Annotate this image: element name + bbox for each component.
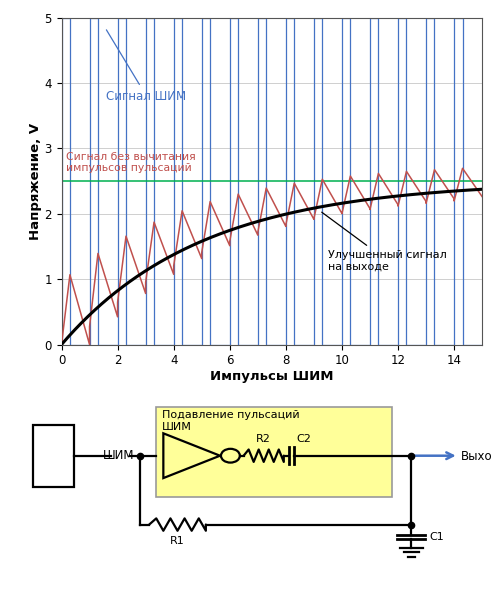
Text: ШИМ: ШИМ (103, 449, 134, 462)
Text: Подавление пульсаций
ШИМ: Подавление пульсаций ШИМ (162, 411, 300, 432)
Text: R2: R2 (256, 434, 271, 444)
Text: Сигнал без вычитания
импульсов пульсаций: Сигнал без вычитания импульсов пульсаций (66, 152, 195, 173)
Bar (156, 408, 393, 497)
Text: Выход: Выход (461, 449, 492, 462)
Text: Улучшенный сигнал
на выходе: Улучшенный сигнал на выходе (322, 212, 447, 272)
Text: C2: C2 (297, 434, 311, 444)
Y-axis label: Напряжение, V: Напряжение, V (29, 123, 41, 240)
Text: Сигнал ШИМ: Сигнал ШИМ (106, 30, 186, 102)
Bar (33, 425, 74, 487)
Text: C1: C1 (429, 532, 444, 542)
X-axis label: Импульсы ШИМ: Импульсы ШИМ (210, 370, 334, 383)
Text: R1: R1 (170, 535, 185, 545)
